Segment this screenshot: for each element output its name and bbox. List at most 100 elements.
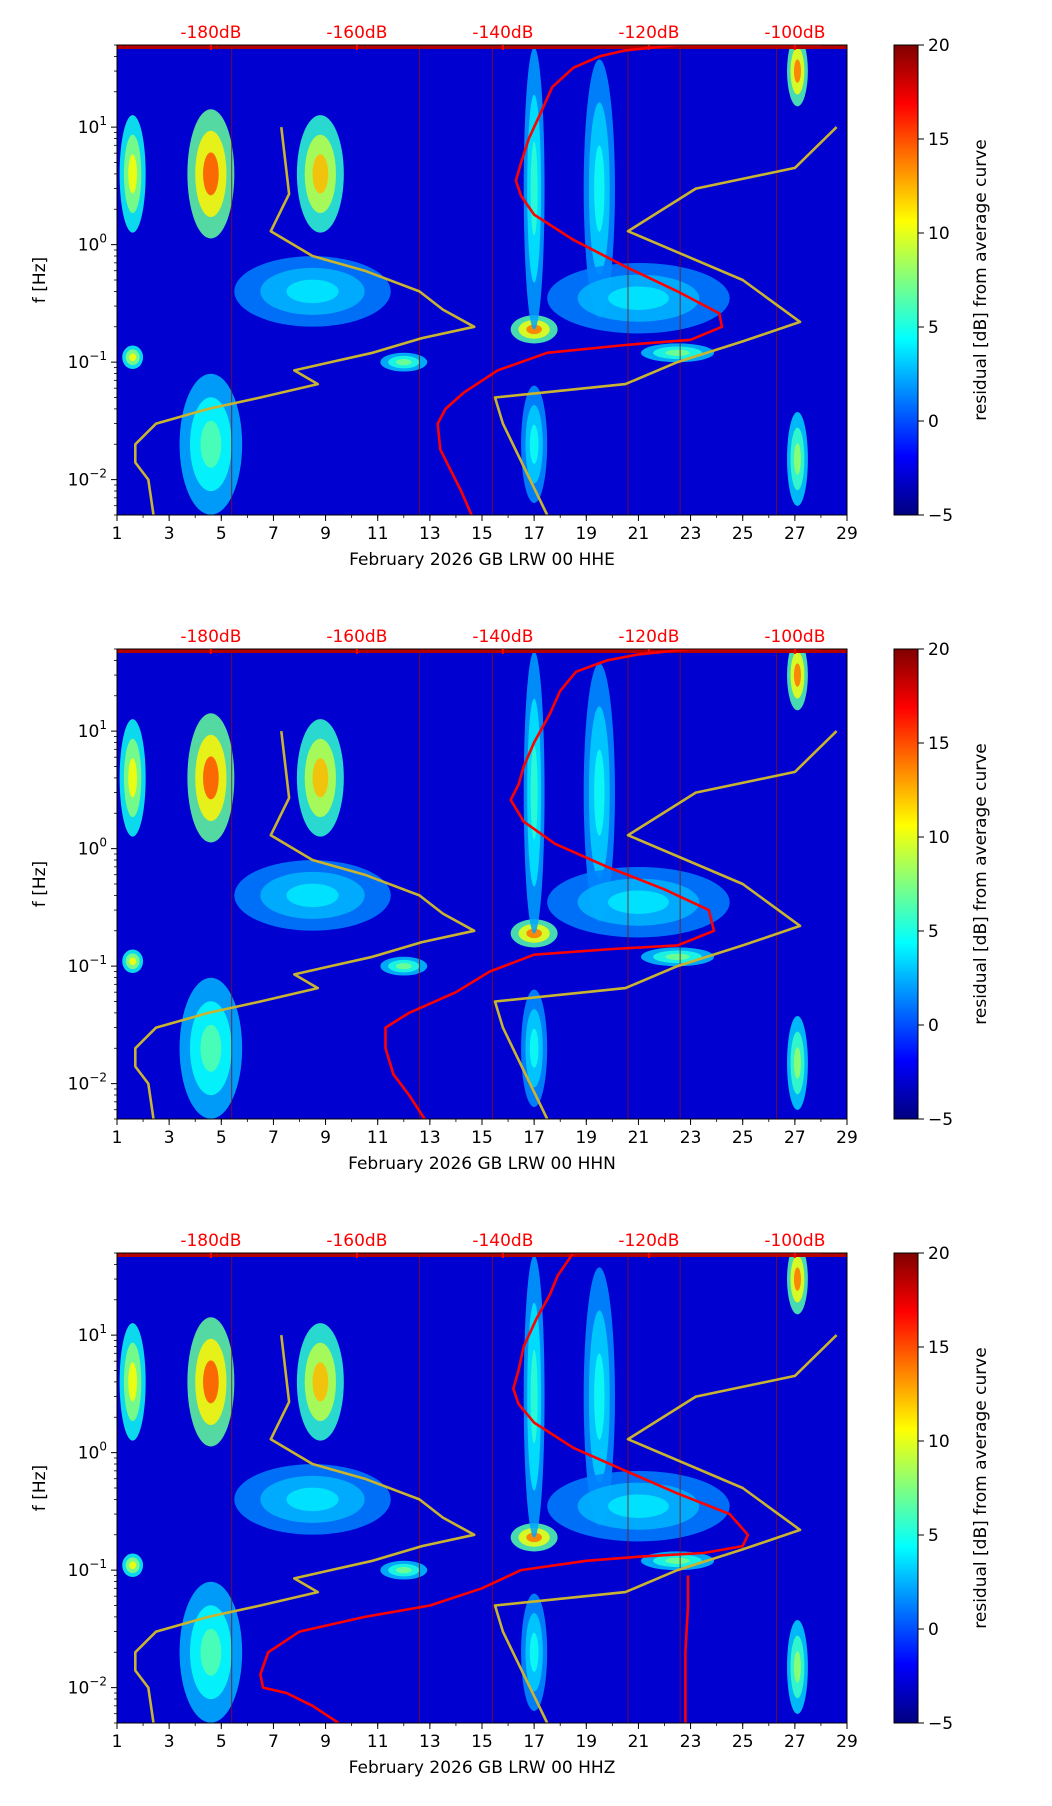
y-axis-label: f [Hz] [30,257,50,303]
x-tick-label: 25 [732,524,754,544]
y-tick-label: 10−1 [68,349,107,373]
colorbar-tick-label: 0 [928,1620,939,1640]
x-tick-label: 5 [216,524,227,544]
spectral-blob [793,443,801,475]
x-tick-label: 17 [523,524,545,544]
x-tick-label: 27 [784,1732,806,1752]
x-axis-label: February 2026 GB LRW 00 HHN [348,1154,616,1174]
red-noise-curve [436,45,821,515]
colorbar-tick-label: 0 [928,412,939,432]
top-db-label: -120dB [618,627,679,647]
top-db-label: -160dB [326,23,387,43]
spectral-blob [530,745,538,840]
spectral-blob [793,663,801,687]
x-tick-label: 29 [836,524,858,544]
spectral-blob [286,1487,339,1512]
y-tick-label: 101 [78,718,107,742]
x-tick-label: 7 [268,1732,279,1752]
x-tick-label: 9 [320,524,331,544]
spectral-blob [312,1362,329,1402]
x-tick-label: 23 [680,524,702,544]
y-tick-label: 10−2 [68,1675,107,1699]
x-tick-label: 19 [575,1128,597,1148]
x-tick-label: 1 [112,1128,123,1148]
colorbar-tick-label: 20 [928,36,950,56]
top-db-label: -140dB [472,1231,533,1251]
spectral-blob [793,1047,801,1079]
top-db-label: -160dB [326,627,387,647]
spectral-blob [129,353,137,362]
top-db-label: -120dB [618,23,679,43]
x-tick-label: 15 [471,524,493,544]
spectral-blob [530,1349,538,1444]
y-axis-label: f [Hz] [30,861,50,907]
x-tick-label: 7 [268,524,279,544]
x-tick-label: 1 [112,1732,123,1752]
x-tick-label: 27 [784,1128,806,1148]
top-db-label: -120dB [618,1231,679,1251]
spectral-blob [203,1360,219,1404]
x-axis-label: February 2026 GB LRW 00 HHE [349,550,615,570]
x-tick-label: 17 [523,1732,545,1752]
spectrogram-field [117,1253,847,1723]
spectral-blob [200,420,222,468]
x-tick-label: 3 [164,524,175,544]
spectral-blob [793,1651,801,1683]
spectral-blob [395,358,412,366]
x-tick-label: 27 [784,524,806,544]
colorbar-tick-label: 20 [928,640,950,660]
x-tick-label: 15 [471,1732,493,1752]
colorbar-tick-label: −5 [928,506,953,526]
top-db-label: -140dB [472,23,533,43]
spectrogram-field [117,649,847,1119]
colorbar-tick-label: 15 [928,734,950,754]
x-tick-label: 13 [419,524,441,544]
x-tick-label: 9 [320,1128,331,1148]
x-tick-label: 7 [268,1128,279,1148]
spectral-blob [793,1267,801,1291]
colorbar-tick-label: 10 [928,1432,950,1452]
colorbar-tick-label: 20 [928,1244,950,1264]
x-tick-label: 3 [164,1128,175,1148]
x-tick-label: 23 [680,1732,702,1752]
red-noise-curve [259,1253,821,1723]
colorbar [893,648,919,1120]
gold-model-curve [493,126,838,515]
gold-model-curve [134,730,476,1119]
x-tick-label: 3 [164,1732,175,1752]
x-tick-label: 5 [216,1128,227,1148]
x-tick-label: 25 [732,1128,754,1148]
y-axis-label: f [Hz] [30,1465,50,1511]
x-tick-label: 21 [628,1128,650,1148]
red-noise-curve [684,1575,690,1723]
x-tick-label: 11 [367,1732,389,1752]
spectral-blob [793,59,801,83]
x-tick-label: 29 [836,1732,858,1752]
spectral-blob [129,957,137,966]
spectral-blob [530,141,538,236]
y-tick-label: 100 [78,836,107,860]
x-tick-label: 19 [575,524,597,544]
x-tick-label: 11 [367,1128,389,1148]
colorbar-tick-label: −5 [928,1714,953,1734]
gold-model-curve [134,126,476,515]
top-db-label: -100dB [764,1231,825,1251]
spectral-blob [128,1362,137,1402]
colorbar-tick-label: 15 [928,130,950,150]
spectral-blob [529,1028,539,1068]
y-tick-label: 10−2 [68,1071,107,1095]
spectral-blob [665,349,690,356]
high-freq-band [117,45,847,49]
gold-model-curve [493,1334,838,1723]
gold-model-curve [493,730,838,1119]
spectral-blob [200,1628,222,1676]
top-db-label: -160dB [326,1231,387,1251]
x-tick-label: 17 [523,1128,545,1148]
high-freq-band [117,1253,847,1257]
spectral-blob [286,883,339,908]
top-db-label: -180dB [180,23,241,43]
colorbar-tick-label: 5 [928,922,939,942]
spectral-blob [395,962,412,970]
